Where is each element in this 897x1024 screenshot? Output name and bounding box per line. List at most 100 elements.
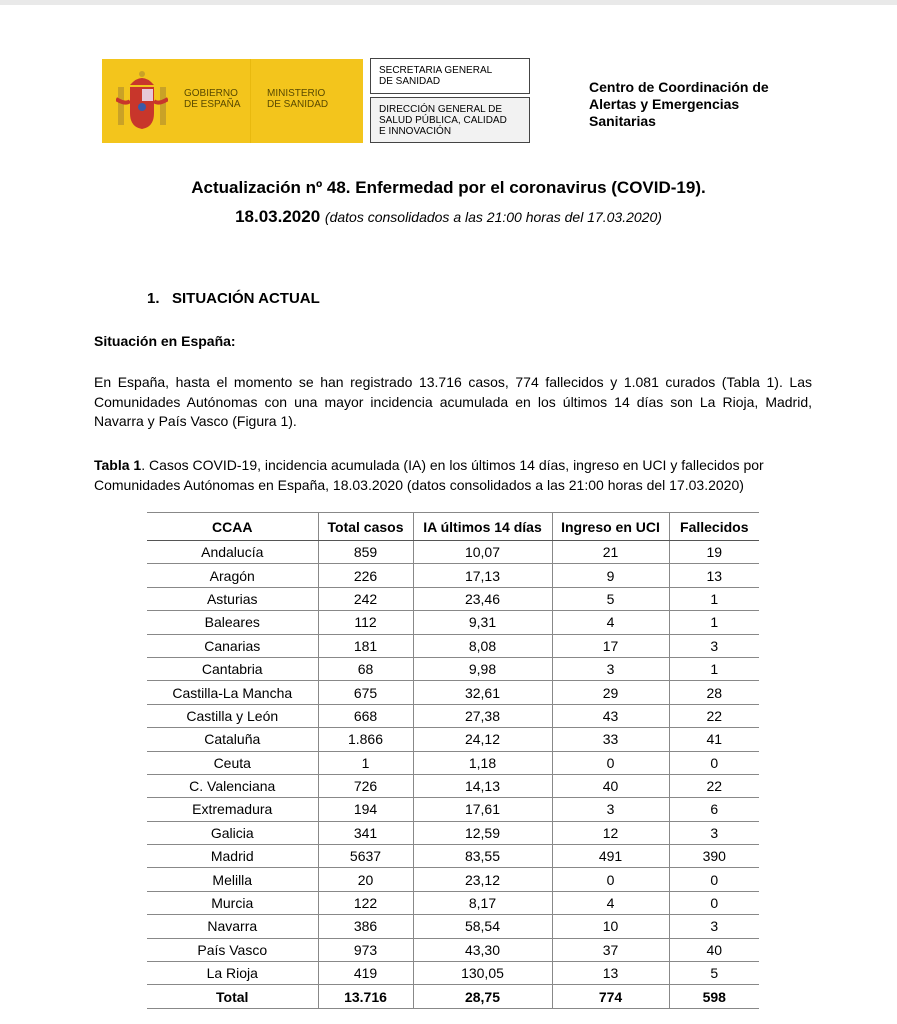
ministerio-line: DE SANIDAD xyxy=(267,99,329,110)
table-cell: 386 xyxy=(317,914,413,939)
table-cell: Galicia xyxy=(147,821,318,846)
table-cell: 41 xyxy=(668,727,759,752)
table-row: Madrid 5637 83,55 491 390 xyxy=(147,844,759,869)
table-cell: 17,61 xyxy=(412,797,552,822)
table-row: Murcia 122 8,17 4 0 xyxy=(147,891,759,916)
table-cell: 3 xyxy=(668,821,759,846)
table-cell: 1.866 xyxy=(317,727,413,752)
table-cell: 19 xyxy=(668,540,759,565)
table-row: Castilla y León 668 27,38 43 22 xyxy=(147,704,759,729)
table-cell: 22 xyxy=(668,704,759,729)
table-cell: 390 xyxy=(668,844,759,869)
total-cell: 13.716 xyxy=(317,984,413,1009)
table-cell: 242 xyxy=(317,587,413,612)
table-row: Aragón 226 17,13 9 13 xyxy=(147,563,759,588)
table-row: Navarra 386 58,54 10 3 xyxy=(147,914,759,939)
table-cell: 675 xyxy=(317,680,413,705)
table-cell: 1 xyxy=(668,587,759,612)
gobierno-line: DE ESPAÑA xyxy=(184,99,241,110)
table-cell: Extremadura xyxy=(147,797,318,822)
table-cell: 37 xyxy=(551,938,669,963)
table-cell: 194 xyxy=(317,797,413,822)
table-cell: 0 xyxy=(668,891,759,916)
table-cell: 43,30 xyxy=(412,938,552,963)
table-cell: 23,12 xyxy=(412,867,552,892)
table-cell: Asturias xyxy=(147,587,318,612)
table-cell: 33 xyxy=(551,727,669,752)
table-cell: 3 xyxy=(668,914,759,939)
table-cell: Castilla-La Mancha xyxy=(147,680,318,705)
caption-label: Tabla 1 xyxy=(94,457,142,473)
table-cell: 14,13 xyxy=(412,774,552,799)
gobierno-text: GOBIERNO DE ESPAÑA xyxy=(184,88,241,110)
table-cell: Navarra xyxy=(147,914,318,939)
caption-text: . Casos COVID-19, incidencia acumulada (… xyxy=(94,457,764,493)
total-cell: Total xyxy=(147,984,318,1009)
table-row: Castilla-La Mancha 675 32,61 29 28 xyxy=(147,680,759,705)
table-header-row: CCAA Total casos IA últimos 14 días Ingreso… xyxy=(147,512,759,541)
table-cell: 859 xyxy=(317,540,413,565)
table-cell: C. Valenciana xyxy=(147,774,318,799)
table-cell: 973 xyxy=(317,938,413,963)
table-caption: Tabla 1. Casos COVID-19, incidencia acum… xyxy=(94,456,812,495)
table-cell: 29 xyxy=(551,680,669,705)
table-cell: 12,59 xyxy=(412,821,552,846)
table-cell: Cantabria xyxy=(147,657,318,682)
table-row: Ceuta 1 1,18 0 0 xyxy=(147,751,759,775)
table-cell: 32,61 xyxy=(412,680,552,705)
direccion-line: E INNOVACIÓN xyxy=(379,126,452,137)
table-cell: 3 xyxy=(551,657,669,682)
direccion-line: DIRECCIÓN GENERAL DE xyxy=(379,104,502,115)
table-cell: 1 xyxy=(668,657,759,682)
section-heading: 1. SITUACIÓN ACTUAL xyxy=(147,290,320,307)
table-cell: País Vasco xyxy=(147,938,318,963)
table-row: Baleares 112 9,31 4 1 xyxy=(147,610,759,635)
centro-line: Centro de Coordinación de xyxy=(589,79,769,95)
table-row: Extremadura 194 17,61 3 6 xyxy=(147,797,759,822)
column-header: IA últimos 14 días xyxy=(412,512,552,541)
table-cell: 726 xyxy=(317,774,413,799)
total-cell: 598 xyxy=(668,984,759,1009)
table-cell: 58,54 xyxy=(412,914,552,939)
table-cell: 130,05 xyxy=(412,961,552,986)
table-cell: 0 xyxy=(551,751,669,775)
table-cell: 21 xyxy=(551,540,669,565)
total-row: Total 13.716 28,75 774 598 xyxy=(147,984,759,1009)
table-cell: 17,13 xyxy=(412,563,552,588)
table-cell: Baleares xyxy=(147,610,318,635)
table-cell: 0 xyxy=(668,867,759,892)
table-cell: 40 xyxy=(668,938,759,963)
table-cell: 4 xyxy=(551,891,669,916)
table-cell: 5 xyxy=(551,587,669,612)
logo-divider xyxy=(250,59,251,143)
table-cell: 9 xyxy=(551,563,669,588)
table-cell: 43 xyxy=(551,704,669,729)
table-cell: 13 xyxy=(551,961,669,986)
column-header: Total casos xyxy=(317,512,413,541)
table-cell: Madrid xyxy=(147,844,318,869)
column-header: Fallecidos xyxy=(668,512,759,541)
coat-of-arms-icon xyxy=(116,71,168,129)
centro-line: Sanitarias xyxy=(589,113,656,129)
table-cell: Andalucía xyxy=(147,540,318,565)
table-row: Asturias 242 23,46 5 1 xyxy=(147,587,759,612)
column-header: Ingreso en UCI xyxy=(551,512,669,541)
table-cell: 112 xyxy=(317,610,413,635)
table-cell: La Rioja xyxy=(147,961,318,986)
table-cell: 0 xyxy=(551,867,669,892)
total-cell: 28,75 xyxy=(412,984,552,1009)
table-cell: 668 xyxy=(317,704,413,729)
table-cell: 27,38 xyxy=(412,704,552,729)
table-row: Canarias 181 8,08 17 3 xyxy=(147,634,759,658)
table-cell: 419 xyxy=(317,961,413,986)
document-date: 18.03.2020 (datos consolidados a las 21:… xyxy=(0,207,897,227)
table-row: Cataluña 1.866 24,12 33 41 xyxy=(147,727,759,752)
table-cell: 5637 xyxy=(317,844,413,869)
table-cell: 13 xyxy=(668,563,759,588)
table-cell: 40 xyxy=(551,774,669,799)
date: 18.03.2020 xyxy=(235,207,321,226)
table-cell: 10,07 xyxy=(412,540,552,565)
secretaria-line: DE SANIDAD xyxy=(379,76,441,87)
table-cell: 1 xyxy=(668,610,759,635)
secretaria-line: SECRETARIA GENERAL xyxy=(379,65,493,76)
